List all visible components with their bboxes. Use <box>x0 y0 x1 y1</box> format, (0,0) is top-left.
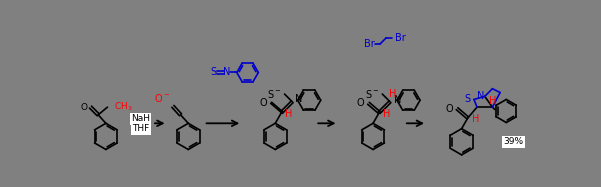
Text: Br: Br <box>395 33 406 43</box>
Text: O: O <box>259 98 267 108</box>
Text: O: O <box>81 103 87 112</box>
Text: THF: THF <box>132 124 149 133</box>
Text: CH$_3$: CH$_3$ <box>114 101 132 113</box>
Text: O: O <box>445 104 453 114</box>
Text: O: O <box>357 98 365 108</box>
Text: H: H <box>389 89 397 99</box>
Text: N: N <box>394 95 401 105</box>
Text: H: H <box>489 96 496 106</box>
Text: S: S <box>465 94 471 105</box>
Text: S$^-$: S$^-$ <box>267 88 281 100</box>
Text: N: N <box>294 94 302 105</box>
Text: H: H <box>472 114 479 125</box>
Text: S$^-$: S$^-$ <box>365 88 379 100</box>
Text: O$^-$: O$^-$ <box>154 92 170 104</box>
Text: 39%: 39% <box>503 137 523 146</box>
Text: H: H <box>383 109 391 119</box>
Text: H: H <box>285 109 293 119</box>
Text: Br: Br <box>364 39 374 49</box>
Text: NaH: NaH <box>131 114 150 123</box>
Text: S: S <box>210 68 217 77</box>
Text: N: N <box>223 68 230 77</box>
Text: N: N <box>477 91 484 101</box>
